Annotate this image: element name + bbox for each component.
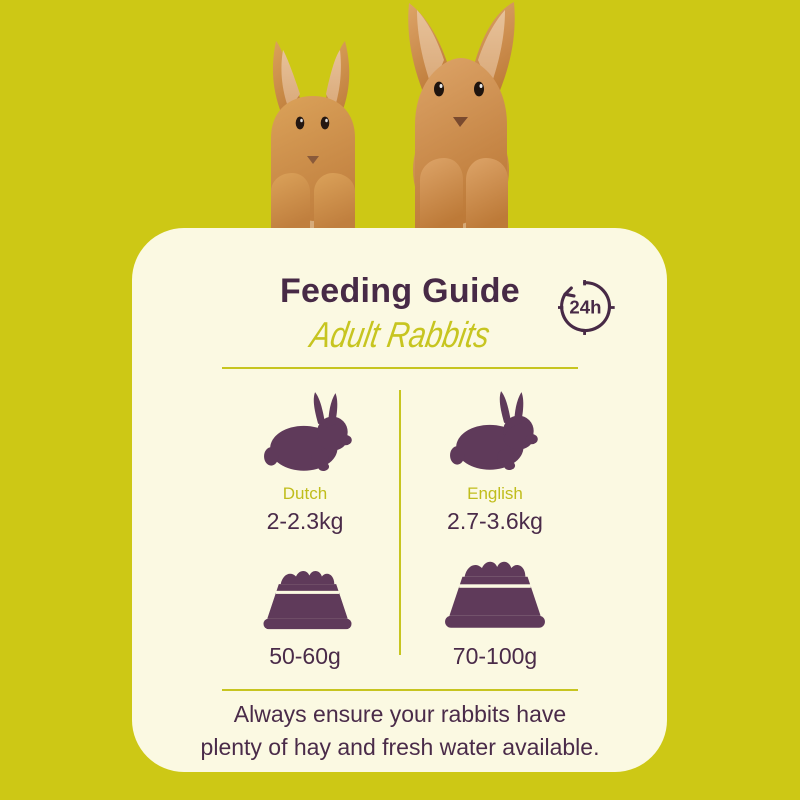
svg-text:24h: 24h (569, 297, 601, 318)
